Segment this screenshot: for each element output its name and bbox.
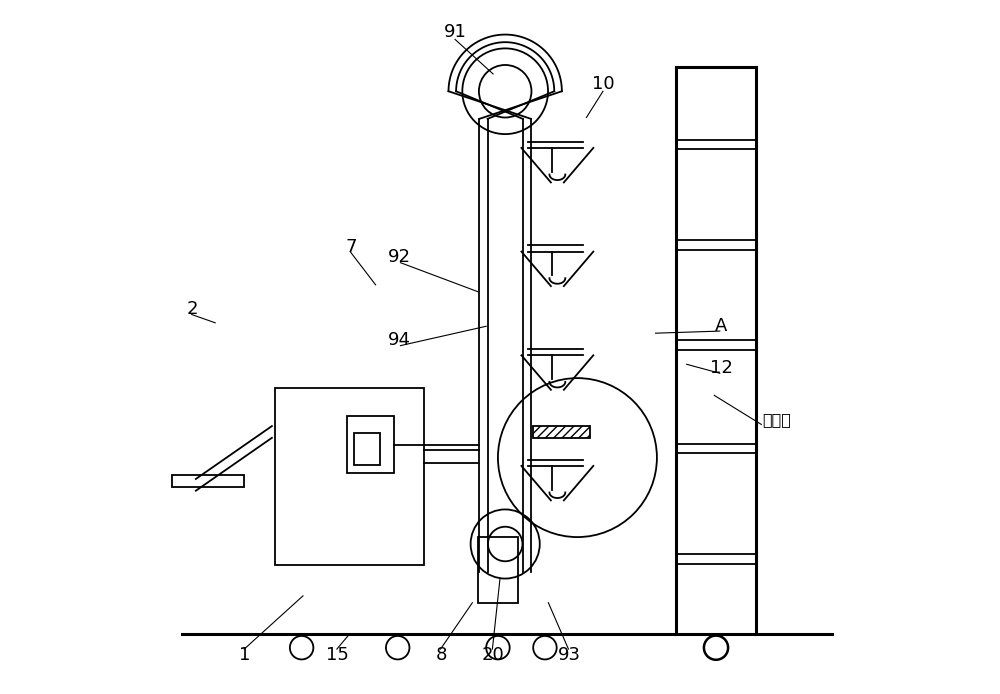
Bar: [275, 389, 424, 565]
Text: A: A: [715, 317, 727, 335]
Bar: [478, 537, 518, 603]
Text: 8: 8: [436, 645, 447, 663]
Text: 2: 2: [187, 300, 198, 318]
Text: 91: 91: [444, 24, 467, 42]
Text: 92: 92: [388, 248, 411, 266]
Text: 培养架: 培养架: [762, 412, 791, 427]
Bar: [172, 475, 244, 487]
Bar: [354, 433, 380, 464]
Text: 20: 20: [482, 645, 504, 663]
Text: 94: 94: [388, 331, 411, 349]
Text: 10: 10: [592, 76, 615, 93]
Bar: [347, 416, 394, 473]
Bar: [533, 426, 590, 438]
Text: 1: 1: [239, 645, 250, 663]
Text: 12: 12: [710, 359, 733, 377]
Text: 15: 15: [326, 645, 349, 663]
Text: 93: 93: [558, 645, 581, 663]
Text: 7: 7: [346, 238, 357, 256]
